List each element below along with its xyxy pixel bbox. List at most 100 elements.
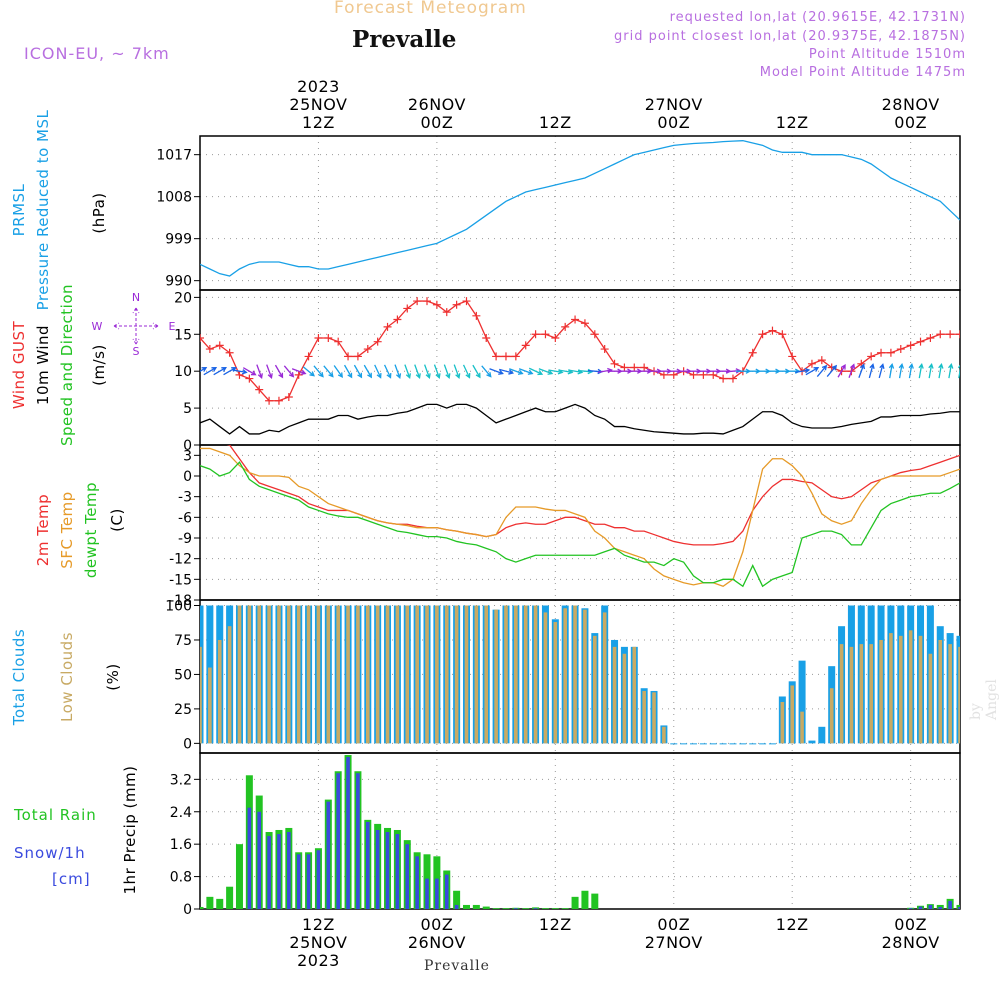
low-cloud-bar bbox=[642, 690, 646, 744]
snow-bar bbox=[514, 908, 518, 909]
y-tick-label: -12 bbox=[169, 552, 192, 568]
gust-marker bbox=[472, 311, 481, 320]
rain-bar bbox=[453, 890, 461, 909]
wind-direction-arrow bbox=[908, 362, 914, 379]
wind-direction-arrow bbox=[313, 365, 324, 378]
snow-bar bbox=[316, 850, 321, 909]
total-cloud-bar bbox=[749, 743, 757, 745]
snow-bar bbox=[365, 821, 370, 909]
low-cloud-bar bbox=[494, 609, 498, 744]
snow-bar bbox=[415, 856, 419, 909]
clouds-panel: 0 25 50 75 100 bbox=[165, 599, 961, 754]
top-time-label: 00Z bbox=[420, 113, 453, 132]
gust-marker bbox=[778, 330, 787, 339]
low-cloud-bar bbox=[464, 605, 469, 744]
total-cloud-bar bbox=[818, 726, 826, 744]
y-tick-label: 0 bbox=[183, 736, 192, 752]
y-tick-label: 25 bbox=[174, 702, 192, 718]
low-cloud-bar bbox=[217, 639, 222, 744]
gust-marker bbox=[225, 348, 234, 357]
gust-marker bbox=[699, 370, 708, 379]
pressure-frame bbox=[199, 135, 961, 291]
total-cloud-bar bbox=[729, 743, 737, 745]
rain-bar bbox=[206, 896, 214, 909]
rain-bar bbox=[462, 904, 470, 909]
total-cloud-bar bbox=[719, 743, 727, 745]
wind-direction-arrow bbox=[816, 364, 828, 377]
gust-marker bbox=[334, 337, 343, 346]
gust-marker bbox=[719, 374, 728, 383]
gust-marker bbox=[452, 300, 461, 309]
wind-direction-arrow bbox=[481, 365, 492, 378]
top-time-label: 28NOV bbox=[882, 95, 940, 114]
wind-direction-arrow bbox=[948, 362, 954, 379]
low-cloud-bar bbox=[346, 605, 350, 744]
wind-label: Wind GUST bbox=[10, 321, 28, 410]
low-cloud-bar bbox=[928, 653, 933, 744]
low-cloud-bar bbox=[859, 644, 864, 744]
total-cloud-bar bbox=[709, 743, 717, 745]
low-cloud-bar bbox=[583, 609, 587, 744]
precip-label: Snow/1h bbox=[14, 844, 86, 862]
snow-bar bbox=[385, 832, 390, 909]
low-cloud-bar bbox=[839, 644, 844, 744]
y-tick-label: 0 bbox=[183, 438, 192, 454]
rain-bar bbox=[551, 908, 559, 909]
snow-bar bbox=[346, 757, 350, 909]
gust-marker bbox=[630, 363, 639, 372]
prmsl-line bbox=[200, 140, 960, 277]
wind-label: 10m Wind bbox=[34, 325, 52, 405]
snow-bar bbox=[247, 807, 252, 909]
bottom-time-label: 12Z bbox=[776, 915, 809, 934]
wind-direction-arrow bbox=[274, 364, 284, 379]
gust-marker bbox=[423, 297, 432, 306]
top-time-label: 25NOV bbox=[289, 95, 347, 114]
wind-direction-arrow bbox=[805, 367, 820, 376]
model-name: ICON-EU, ~ 7km bbox=[24, 44, 170, 63]
gust-marker bbox=[442, 308, 451, 317]
snow-bar bbox=[326, 801, 331, 909]
snow-bar bbox=[267, 836, 271, 909]
snow-bar bbox=[444, 874, 449, 909]
total-cloud-bar bbox=[798, 660, 806, 744]
y-tick-label: 1017 bbox=[156, 148, 192, 164]
gust-marker bbox=[393, 315, 402, 324]
low-cloud-bar bbox=[553, 622, 558, 744]
y-tick-label: 3.2 bbox=[170, 772, 192, 788]
rain-bar bbox=[522, 908, 530, 909]
gust-marker bbox=[363, 345, 372, 354]
wind-direction-arrow bbox=[888, 362, 895, 379]
gust-marker bbox=[492, 352, 501, 361]
low-cloud-bar bbox=[879, 639, 883, 744]
low-cloud-bar bbox=[918, 635, 923, 744]
low-cloud-bar bbox=[662, 726, 666, 744]
wind-direction-arrow bbox=[200, 367, 208, 372]
low-cloud-bar bbox=[385, 605, 390, 744]
y-tick-label: 990 bbox=[165, 274, 192, 290]
bottom-time-label: 12Z bbox=[539, 915, 572, 934]
low-cloud-bar bbox=[287, 605, 291, 744]
wind-direction-arrow bbox=[837, 363, 846, 378]
temperature-label: (C) bbox=[108, 508, 126, 532]
low-cloud-bar bbox=[790, 685, 795, 744]
low-cloud-bar bbox=[632, 646, 637, 744]
low-cloud-bar bbox=[415, 605, 419, 744]
rain-bar bbox=[502, 908, 510, 909]
bottom-time-label: 25NOV bbox=[289, 933, 347, 952]
gust-marker bbox=[284, 393, 293, 402]
bottom-time-label: 00Z bbox=[420, 915, 453, 934]
top-time-label: 12Z bbox=[776, 113, 809, 132]
total-cloud-bar bbox=[808, 740, 816, 744]
gust-marker bbox=[946, 330, 955, 339]
wind-direction-arrow bbox=[266, 364, 273, 380]
gust-marker bbox=[294, 370, 303, 379]
rain-bar bbox=[216, 898, 224, 909]
top-time-label: 00Z bbox=[657, 113, 690, 132]
wind-direction-arrow bbox=[858, 363, 866, 378]
total-cloud-bar bbox=[670, 743, 678, 745]
wind-direction-arrow bbox=[363, 364, 372, 379]
10m-wind-line bbox=[200, 403, 960, 435]
low-cloud-bar bbox=[395, 605, 400, 744]
bottom-time-label: 2023 bbox=[297, 951, 340, 970]
